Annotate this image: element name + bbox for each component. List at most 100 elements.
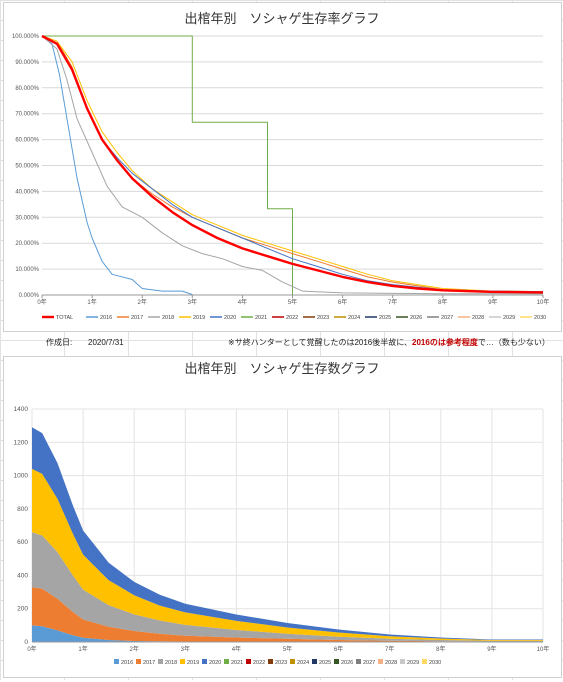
y-tick-label: 60.000% <box>15 138 39 144</box>
y-tick-label: 70.000% <box>15 112 39 118</box>
legend-label-2030: 2030 <box>429 660 441 666</box>
series-area-2017 <box>32 587 543 642</box>
legend-swatch-2018 <box>158 659 163 664</box>
survival-count-chart[interactable]: 出棺年別 ソシャゲ生存数グラフ 0 200 400 600 800 1000 1200 140… <box>3 356 562 678</box>
x-tick-label: 6年 <box>334 645 343 653</box>
legend-label-2016: 2016 <box>100 315 112 321</box>
x-tick-label: 7年 <box>388 298 397 306</box>
hunter-note-bold: 2016のは参考程度 <box>412 338 478 347</box>
series-line-2021 <box>42 35 293 295</box>
x-tick-label: 2年 <box>138 298 147 306</box>
chart-title: 出棺年別 ソシャゲ生存率グラフ <box>184 11 379 26</box>
x-tick-label: 9年 <box>488 298 497 306</box>
series-line-2016 <box>41 35 193 295</box>
x-tick-label: 0年 <box>27 645 36 653</box>
created-date-label: 作成日: <box>46 338 73 347</box>
legend-swatch-2023 <box>268 659 273 664</box>
y-tick-label: 20.000% <box>15 241 39 247</box>
x-tick-label: 3年 <box>188 298 197 306</box>
y-tick-label: 600 <box>17 539 28 546</box>
legend-label-2024: 2024 <box>297 660 309 666</box>
legend-swatch-2026 <box>334 659 339 664</box>
legend-swatch-2029 <box>400 659 405 664</box>
legend-label-2025: 2025 <box>319 660 331 666</box>
y-tick-label: 1200 <box>14 439 29 446</box>
legend-label-2021: 2021 <box>231 660 243 666</box>
x-tick-label: 6年 <box>338 298 347 306</box>
y-tick-label: 100.000% <box>12 34 40 40</box>
legend-swatch-2027 <box>356 659 361 664</box>
legend-label-2023: 2023 <box>275 660 287 666</box>
x-tick-label: 10年 <box>537 298 550 306</box>
legend-label-2018: 2018 <box>162 315 174 321</box>
legend-label-2019: 2019 <box>187 660 199 666</box>
y-tick-label: 40.000% <box>15 189 39 195</box>
survival-rate-chart[interactable]: 出棺年別 ソシャゲ生存率グラフ 0.000% 10.000% 20.000% 30.0… <box>3 2 562 332</box>
legend-label-2023: 2023 <box>317 315 329 321</box>
legend-label-2020: 2020 <box>224 315 236 321</box>
legend-swatch-2024 <box>290 659 295 664</box>
x-tick-label: 10年 <box>537 645 550 653</box>
legend-label-total: TOTAL <box>56 315 73 321</box>
series-line-total <box>41 34 544 294</box>
legend-label-2017: 2017 <box>131 315 143 321</box>
legend-label-2024: 2024 <box>348 315 360 321</box>
x-tick-label: 9年 <box>487 645 496 653</box>
legend-swatch-2030 <box>422 659 427 664</box>
x-tick-label: 4年 <box>238 298 247 306</box>
x-tick-label: 8年 <box>436 645 445 653</box>
x-tick-label: 2年 <box>130 645 139 653</box>
y-tick-label: 10.000% <box>15 267 39 273</box>
legend-label-2028: 2028 <box>472 315 484 321</box>
legend-swatch-2017 <box>136 659 141 664</box>
y-tick-label: 1000 <box>14 473 29 480</box>
legend-label-2029: 2029 <box>407 660 419 666</box>
legend-label-2018: 2018 <box>165 660 177 666</box>
legend-label-2017: 2017 <box>143 660 155 666</box>
y-tick-label: 400 <box>17 572 28 579</box>
legend-label-2022: 2022 <box>253 660 265 666</box>
legend-label-2019: 2019 <box>193 315 205 321</box>
x-tick-label: 7年 <box>385 645 394 653</box>
y-tick-label: 30.000% <box>15 215 39 221</box>
legend-label-2027: 2027 <box>363 660 375 666</box>
survival-count-svg: 出棺年別 ソシャゲ生存数グラフ 0 200 400 600 800 1000 1200 140… <box>14 361 550 666</box>
x-tick-label: 5年 <box>288 298 297 306</box>
legend-swatch-2021 <box>224 659 229 664</box>
legend-label-2030: 2030 <box>534 315 546 321</box>
chart-title: 出棺年別 ソシャゲ生存数グラフ <box>184 361 379 376</box>
y-tick-label: 200 <box>17 606 28 613</box>
legend-swatch-2019 <box>180 659 185 664</box>
legend-swatch-2020 <box>202 659 207 664</box>
created-date-value: 2020/7/31 <box>88 338 124 347</box>
x-tick-label: 1年 <box>78 645 87 653</box>
legend-label-2021: 2021 <box>255 315 267 321</box>
y-tick-label: 80.000% <box>15 86 39 92</box>
legend-label-2016: 2016 <box>121 660 133 666</box>
legend-label-2026: 2026 <box>410 315 422 321</box>
legend-swatch-2028 <box>378 659 383 664</box>
y-tick-label: 800 <box>17 506 28 513</box>
x-tick-label: 3年 <box>181 645 190 653</box>
legend-label-2020: 2020 <box>209 660 221 666</box>
legend-swatch-2022 <box>246 659 251 664</box>
x-tick-label: 1年 <box>87 298 96 306</box>
hunter-note-suffix: で…（数も少ない） <box>477 338 550 347</box>
y-tick-label: 90.000% <box>15 60 39 66</box>
y-tick-label: 1400 <box>14 406 29 413</box>
hunter-note-prefix: ※サ終ハンターとして覚醒したのは2016後半故に、 <box>228 338 413 347</box>
y-tick-label: 0.000% <box>19 293 40 299</box>
series-line-2018 <box>41 35 543 295</box>
legend-label-2027: 2027 <box>441 315 453 321</box>
x-tick-label: 8年 <box>438 298 447 306</box>
legend-label-2028: 2028 <box>385 660 397 666</box>
series-area-2016 <box>32 625 543 642</box>
legend-swatch-2016 <box>114 659 119 664</box>
y-tick-label: 50.000% <box>15 164 39 170</box>
x-tick-label: 4年 <box>232 645 241 653</box>
y-tick-label: 0 <box>24 639 28 646</box>
legend-label-2029: 2029 <box>503 315 515 321</box>
legend-swatch-2025 <box>312 659 317 664</box>
legend-label-2022: 2022 <box>286 315 298 321</box>
legend-label-2026: 2026 <box>341 660 353 666</box>
